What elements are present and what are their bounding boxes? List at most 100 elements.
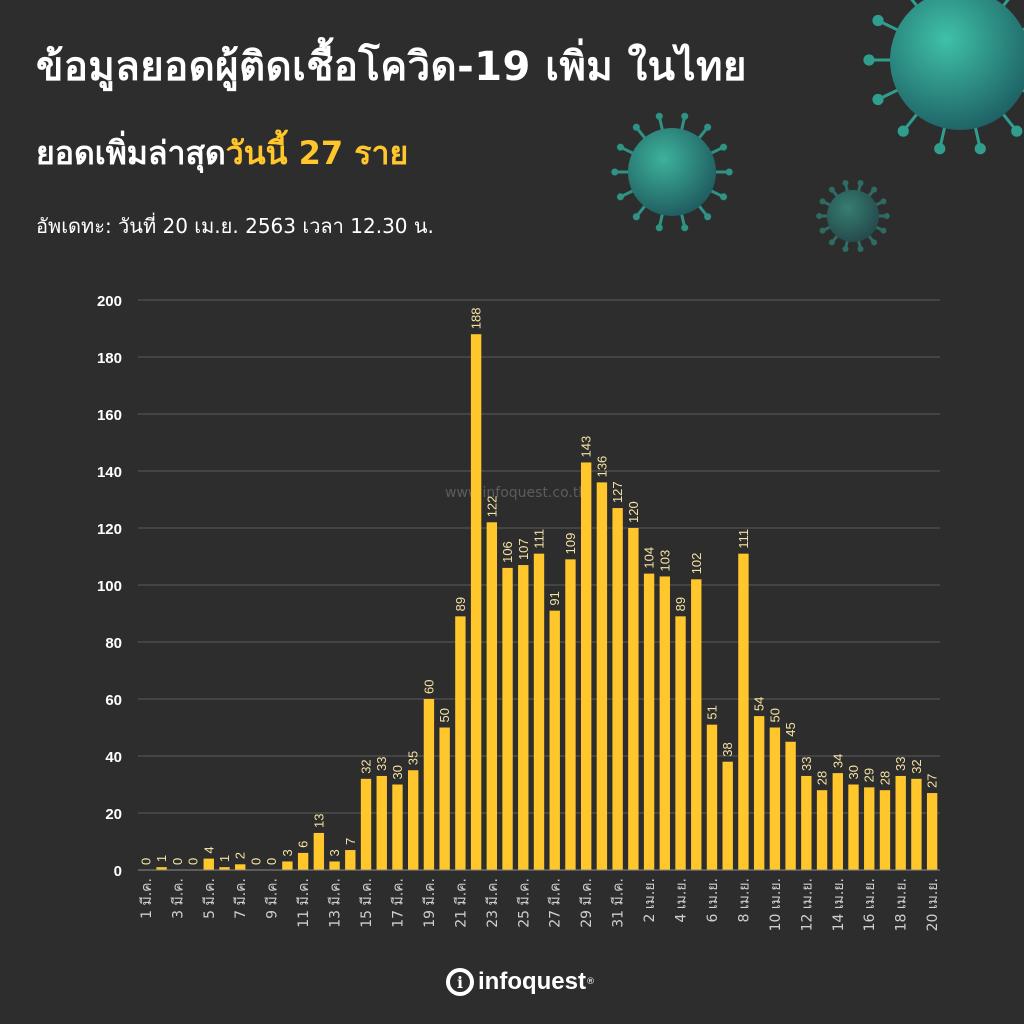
bar-value-label: 30 xyxy=(846,765,861,779)
bar-value-label: 29 xyxy=(862,768,877,782)
bar-value-label: 111 xyxy=(736,529,751,549)
bar-value-label: 33 xyxy=(893,756,908,770)
bar xyxy=(392,784,403,870)
bar-value-label: 0 xyxy=(138,858,153,865)
bar-value-label: 122 xyxy=(484,496,499,518)
bar-value-label: 33 xyxy=(374,756,389,770)
bar xyxy=(470,334,482,870)
x-tick-label: 17 มี.ค. xyxy=(390,878,406,928)
bar-value-label: 28 xyxy=(877,771,892,785)
bar-value-label: 34 xyxy=(830,754,845,768)
y-tick-label: 200 xyxy=(97,293,122,310)
bar-value-label: 30 xyxy=(390,765,405,779)
bar xyxy=(329,861,340,870)
bar xyxy=(659,576,670,870)
bar xyxy=(612,508,623,870)
bar xyxy=(408,770,419,870)
logo-text: infoquest xyxy=(478,968,586,995)
bar xyxy=(722,761,733,870)
bar xyxy=(282,861,293,870)
bar-value-label: 127 xyxy=(610,481,625,503)
bar-value-label: 60 xyxy=(421,680,436,694)
bar-value-label: 109 xyxy=(563,533,578,555)
y-tick-label: 80 xyxy=(105,635,122,652)
x-tick-label: 11 มี.ค. xyxy=(296,878,312,928)
bar xyxy=(580,462,592,870)
x-tick-label: 7 มี.ค. xyxy=(233,878,249,919)
virus-icon xyxy=(863,0,1024,155)
bar xyxy=(345,850,356,870)
bar-value-label: 143 xyxy=(579,436,594,458)
x-tick-label: 31 มี.ค. xyxy=(611,878,627,928)
y-tick-label: 140 xyxy=(97,464,122,481)
x-tick-label: 4 เม.ย. xyxy=(674,878,690,922)
bar-value-label: 2 xyxy=(233,852,248,859)
bar xyxy=(926,793,938,870)
bar-value-label: 27 xyxy=(925,774,940,788)
bar-value-label: 33 xyxy=(799,756,814,770)
y-tick-label: 100 xyxy=(97,578,122,595)
y-tick-label: 40 xyxy=(105,749,122,766)
bar-value-label: 0 xyxy=(248,858,263,865)
bar xyxy=(486,522,498,870)
bar xyxy=(832,773,843,870)
bar-value-label: 54 xyxy=(752,697,767,711)
bar xyxy=(706,724,718,870)
info-icon: i xyxy=(446,968,474,996)
bar-value-label: 1 xyxy=(154,855,169,862)
bar xyxy=(439,727,450,870)
y-tick-label: 160 xyxy=(97,407,122,424)
x-tick-label: 20 เม.ย. xyxy=(925,878,941,931)
bar-value-label: 0 xyxy=(170,858,185,865)
bar-value-label: 3 xyxy=(280,849,295,856)
bar-value-label: 45 xyxy=(783,722,798,736)
bar xyxy=(502,567,513,870)
bar-value-label: 104 xyxy=(642,547,657,569)
bar-value-label: 188 xyxy=(469,307,484,329)
bar xyxy=(549,610,560,870)
bar xyxy=(785,741,796,870)
x-tick-label: 19 มี.ค. xyxy=(422,878,438,928)
bar xyxy=(643,573,655,870)
x-tick-label: 6 เม.ย. xyxy=(705,878,721,922)
bar-value-label: 107 xyxy=(516,538,531,560)
bar xyxy=(423,699,435,870)
bar-value-label: 89 xyxy=(673,597,688,611)
bar-value-label: 51 xyxy=(704,705,719,719)
bar xyxy=(895,775,906,870)
subtitle-lead: ยอดเพิ่มล่าสุด xyxy=(36,134,226,172)
bar xyxy=(565,559,576,870)
bar xyxy=(596,482,608,870)
bar-value-label: 7 xyxy=(343,838,358,845)
bar-value-label: 35 xyxy=(406,751,421,765)
x-tick-label: 5 มี.ค. xyxy=(202,878,218,919)
bar xyxy=(675,616,686,870)
virus-icon xyxy=(816,180,890,252)
bar-value-label: 0 xyxy=(186,858,201,865)
x-tick-label: 14 เม.ย. xyxy=(831,878,847,931)
x-tick-label: 16 เม.ย. xyxy=(862,878,878,931)
bar xyxy=(219,867,230,870)
bar-value-label: 38 xyxy=(720,742,735,756)
virus-icon xyxy=(611,112,733,232)
bar xyxy=(848,784,859,870)
x-tick-label: 15 มี.ค. xyxy=(359,878,375,928)
bar xyxy=(360,778,372,870)
bar xyxy=(518,565,529,870)
update-timestamp: อัพเดทะ: วันที่ 20 เม.ย. 2563 เวลา 12.30… xyxy=(36,214,434,238)
bar-value-label: 1 xyxy=(217,855,232,862)
page-title: ข้อมูลยอดผู้ติดเชื้อโควิด-19 เพิ่ม ในไทย xyxy=(36,44,747,90)
bar xyxy=(801,775,812,870)
y-tick-label: 20 xyxy=(105,806,122,823)
bar-value-label: 103 xyxy=(657,550,672,572)
bar xyxy=(628,528,639,870)
bar xyxy=(313,832,325,870)
bar xyxy=(533,553,545,870)
bar-value-label: 136 xyxy=(594,456,609,478)
x-tick-label: 10 เม.ย. xyxy=(768,878,784,931)
subtitle-highlight: วันนี้ 27 ราย xyxy=(225,134,409,172)
x-tick-label: 25 มี.ค. xyxy=(516,878,532,928)
x-tick-label: 2 เม.ย. xyxy=(642,878,658,922)
bar-value-label: 28 xyxy=(815,771,830,785)
